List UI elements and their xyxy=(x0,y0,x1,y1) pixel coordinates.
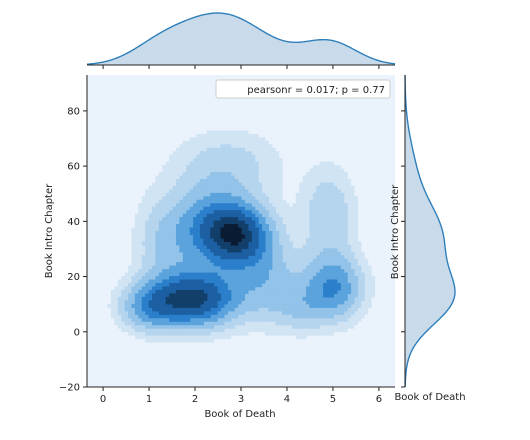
annotation-text: pearsonr = 0.017; p = 0.77 xyxy=(247,85,385,96)
y-tick-label: 60 xyxy=(67,162,80,173)
x-tick-label: 5 xyxy=(330,394,336,405)
y-tick: −20 xyxy=(59,383,87,394)
x-tick-label: 0 xyxy=(100,394,106,405)
x-tick: 5 xyxy=(330,387,336,405)
right-marginal-y-label: Book Intro Chapter xyxy=(390,184,401,279)
x-tick: 2 xyxy=(192,387,198,405)
x-tick-label: 4 xyxy=(284,394,290,405)
y-tick-label: 40 xyxy=(67,217,80,228)
x-tick: 1 xyxy=(146,387,152,405)
x-tick: 3 xyxy=(238,387,244,405)
y-tick: 60 xyxy=(67,162,87,173)
y-tick-label: 0 xyxy=(74,327,80,338)
right-marginal-area xyxy=(405,75,455,387)
y-tick-group: −20 0 20 40 60 80 xyxy=(59,106,87,393)
x-tick-label: 1 xyxy=(146,394,152,405)
top-marginal-kde xyxy=(87,13,395,69)
y-tick-label: 80 xyxy=(67,106,80,117)
x-tick: 4 xyxy=(284,387,290,405)
x-tick: 6 xyxy=(376,387,382,405)
y-tick-label: −20 xyxy=(59,383,80,394)
y-axis-label: Book Intro Chapter xyxy=(44,183,55,278)
x-tick-label: 6 xyxy=(376,394,382,405)
annotation-legend: pearsonr = 0.017; p = 0.77 xyxy=(216,80,390,98)
y-tick: 20 xyxy=(67,272,87,283)
x-tick: 0 xyxy=(100,387,106,405)
x-tick-group: 0 1 2 3 4 5 6 xyxy=(100,387,382,405)
y-tick: 0 xyxy=(74,327,87,338)
top-marginal-area xyxy=(87,13,395,65)
x-tick-label: 3 xyxy=(238,394,244,405)
y-tick-label: 20 xyxy=(67,272,80,283)
x-axis-label: Book of Death xyxy=(204,409,275,420)
x-tick-label: 2 xyxy=(192,394,198,405)
right-marginal-kde xyxy=(401,75,455,387)
y-tick: 80 xyxy=(67,106,87,117)
y-tick: 40 xyxy=(67,217,87,228)
right-marginal-x-label: Book of Death xyxy=(394,392,465,403)
